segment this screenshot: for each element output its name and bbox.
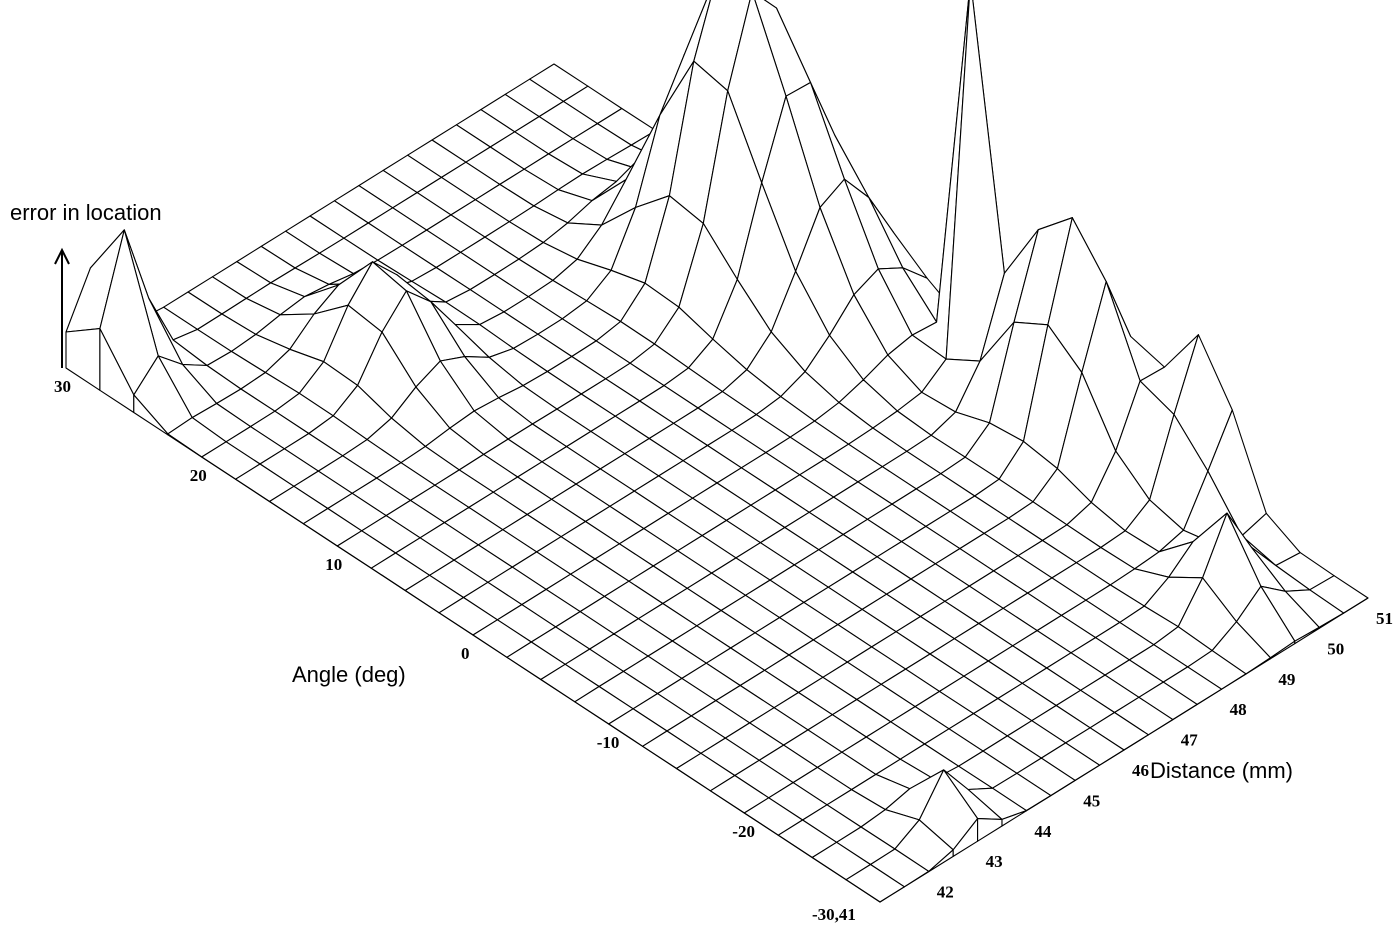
surface-skirt	[777, 834, 813, 859]
distance-tick-label: 46	[1132, 761, 1149, 780]
origin-tick-label: -30,41	[812, 905, 856, 924]
surface-skirt	[302, 523, 338, 547]
distance-tick-label: 50	[1327, 639, 1344, 658]
distance-tick-label: 43	[986, 852, 1003, 871]
distance-tick-label: 42	[937, 883, 954, 902]
angle-tick-label: -10	[597, 733, 620, 752]
y-axis-label: Distance (mm)	[1150, 758, 1293, 783]
surface-skirt	[977, 818, 1003, 842]
angle-tick-label: 20	[190, 466, 207, 485]
angle-tick-label: 10	[325, 555, 342, 574]
surface-skirt	[65, 328, 101, 391]
angle-tick-labels: 30 20 10 0 -10 -20	[54, 377, 755, 841]
distance-tick-label: 45	[1083, 791, 1100, 810]
surface-skirt	[1025, 795, 1052, 812]
angle-tick-label: 30	[54, 377, 71, 396]
distance-tick-label: 44	[1034, 822, 1052, 841]
z-axis-arrowhead	[54, 247, 70, 265]
surface-skirt	[235, 478, 271, 503]
distance-tick-label: 51	[1376, 609, 1393, 628]
distance-tick-label: 47	[1181, 731, 1199, 750]
angle-tick-label: -20	[732, 822, 755, 841]
x-axis-label: Angle (deg)	[292, 662, 406, 687]
surface-mesh	[65, 0, 1369, 903]
angle-tick-label: 0	[461, 644, 470, 663]
surface-skirt	[845, 879, 881, 903]
z-axis-label: error in location	[10, 200, 162, 225]
surface-skirt	[167, 433, 203, 458]
z-axis: error in location	[10, 200, 162, 368]
distance-tick-label: 48	[1230, 700, 1247, 719]
distance-tick-labels: 42 43 44 45 46 47 48 49 50 51	[937, 609, 1393, 902]
surface-skirt	[370, 567, 406, 592]
surface-skirt	[1343, 597, 1369, 614]
distance-tick-label: 49	[1278, 670, 1295, 689]
